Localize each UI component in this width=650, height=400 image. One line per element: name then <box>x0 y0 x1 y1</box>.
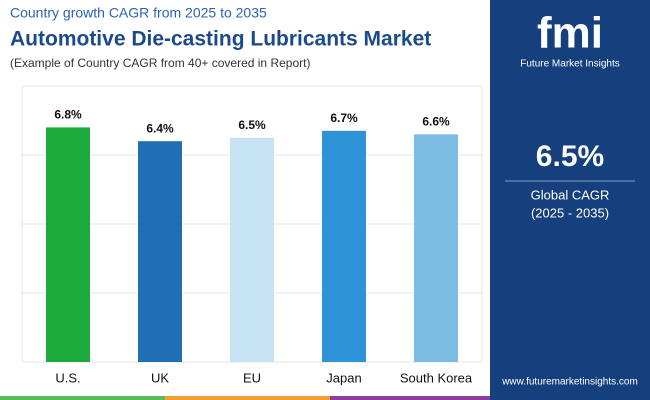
bar <box>138 141 182 362</box>
bar <box>322 130 366 362</box>
x-tick-label: EU <box>243 370 261 385</box>
value-label: 6.4% <box>146 121 174 135</box>
x-tick-label: Japan <box>326 370 361 385</box>
global-period: (2025 - 2035) <box>531 205 609 220</box>
value-label: 6.5% <box>238 118 266 132</box>
value-label: 6.6% <box>422 114 450 128</box>
chart-title: Automotive Die-casting Lubricants Market <box>10 28 431 51</box>
global-value: 6.5% <box>536 140 604 173</box>
stripe <box>490 396 650 400</box>
website: www.futuremarketinsights.com <box>501 377 638 388</box>
x-tick-label: U.S. <box>55 370 80 385</box>
global-label: Global CAGR <box>531 187 610 202</box>
sidebar <box>490 0 650 400</box>
value-label: 6.8% <box>54 108 82 122</box>
x-tick-label: South Korea <box>400 370 473 385</box>
stripe <box>0 396 165 400</box>
logo-text: Future Market Insights <box>520 59 619 70</box>
stripe <box>165 396 330 400</box>
value-label: 6.7% <box>330 111 358 125</box>
bar <box>46 127 90 363</box>
x-tick-label: UK <box>151 370 169 385</box>
subtitle: (Example of Country CAGR from 40+ covere… <box>10 56 310 70</box>
stripe <box>330 396 490 400</box>
kicker: Country growth CAGR from 2025 to 2035 <box>10 5 267 21</box>
logo-mark: fmi <box>537 9 603 58</box>
bar <box>230 137 274 362</box>
bar <box>414 134 458 362</box>
